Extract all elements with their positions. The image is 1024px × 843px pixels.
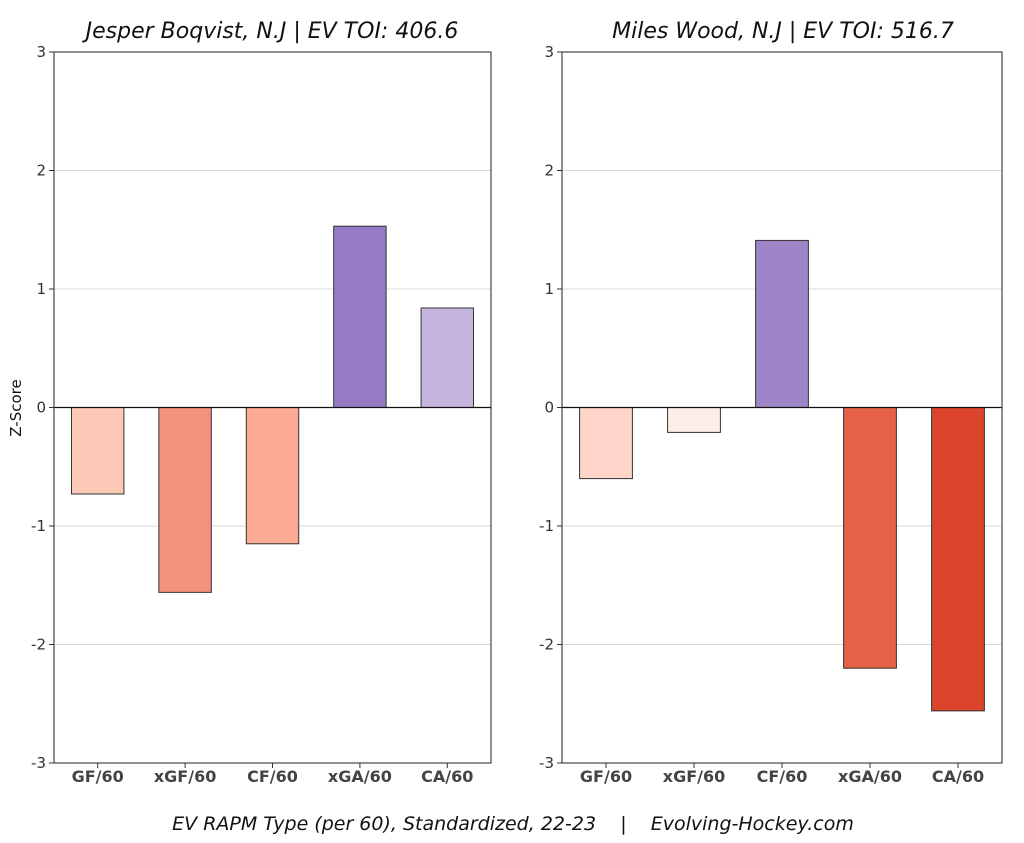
y-tick-label: 3 bbox=[544, 43, 554, 61]
x-tick-label: GF/60 bbox=[580, 767, 632, 786]
y-tick-label: -1 bbox=[31, 517, 46, 535]
bar-ca-per-60 bbox=[420, 307, 475, 408]
bar-xga-per-60 bbox=[843, 407, 897, 669]
x-tick-label: GF/60 bbox=[72, 767, 124, 786]
x-tick-label: xGA/60 bbox=[328, 767, 392, 786]
y-tick-label: 0 bbox=[544, 399, 554, 417]
chart-panel-2: Miles Wood, N.J | EV TOI: 516.7 -3 -2 -1 0 1 2… bbox=[539, 19, 1003, 786]
bar-xga-per-60 bbox=[333, 225, 387, 408]
y-axis-label: Z-Score bbox=[7, 379, 25, 436]
bar-xgf-per-60 bbox=[667, 407, 721, 433]
bar-xgf-per-60 bbox=[158, 407, 212, 593]
bar-ca-per-60 bbox=[931, 407, 985, 712]
plot-frame bbox=[561, 51, 1003, 764]
x-tick-label: CA/60 bbox=[421, 767, 473, 786]
y-tick-label: -2 bbox=[31, 636, 46, 654]
x-tick-label: CF/60 bbox=[757, 767, 808, 786]
panel-title: Jesper Boqvist, N.J | EV TOI: 406.6 bbox=[82, 19, 459, 44]
chart-panel-1: Jesper Boqvist, N.J | EV TOI: 406.6 -3 -2 -… bbox=[31, 19, 492, 786]
x-tick-label: CA/60 bbox=[932, 767, 984, 786]
x-tick-label: xGF/60 bbox=[154, 767, 217, 786]
y-tick-label: -3 bbox=[539, 754, 554, 772]
y-tick-label: 2 bbox=[544, 162, 554, 180]
bar-gf-per-60 bbox=[579, 407, 633, 480]
x-tick-label: xGA/60 bbox=[838, 767, 902, 786]
x-tick-label: xGF/60 bbox=[663, 767, 726, 786]
x-tick-label: CF/60 bbox=[247, 767, 298, 786]
y-tick-label: -1 bbox=[539, 517, 554, 535]
chart-caption: EV RAPM Type (per 60), Standardized, 22-… bbox=[172, 813, 854, 835]
y-tick-label: 3 bbox=[36, 43, 46, 61]
y-tick-label: 0 bbox=[36, 399, 46, 417]
y-tick-label: 1 bbox=[36, 280, 46, 298]
y-tick-label: -2 bbox=[539, 636, 554, 654]
plot-frame bbox=[53, 51, 492, 764]
bar-cf-per-60 bbox=[755, 239, 809, 408]
panel-title: Miles Wood, N.J | EV TOI: 516.7 bbox=[612, 19, 954, 44]
y-tick-label: -3 bbox=[31, 754, 46, 772]
y-tick-label: 1 bbox=[544, 280, 554, 298]
bar-gf-per-60 bbox=[70, 407, 125, 495]
y-tick-label: 2 bbox=[36, 162, 46, 180]
bar-cf-per-60 bbox=[245, 407, 300, 545]
